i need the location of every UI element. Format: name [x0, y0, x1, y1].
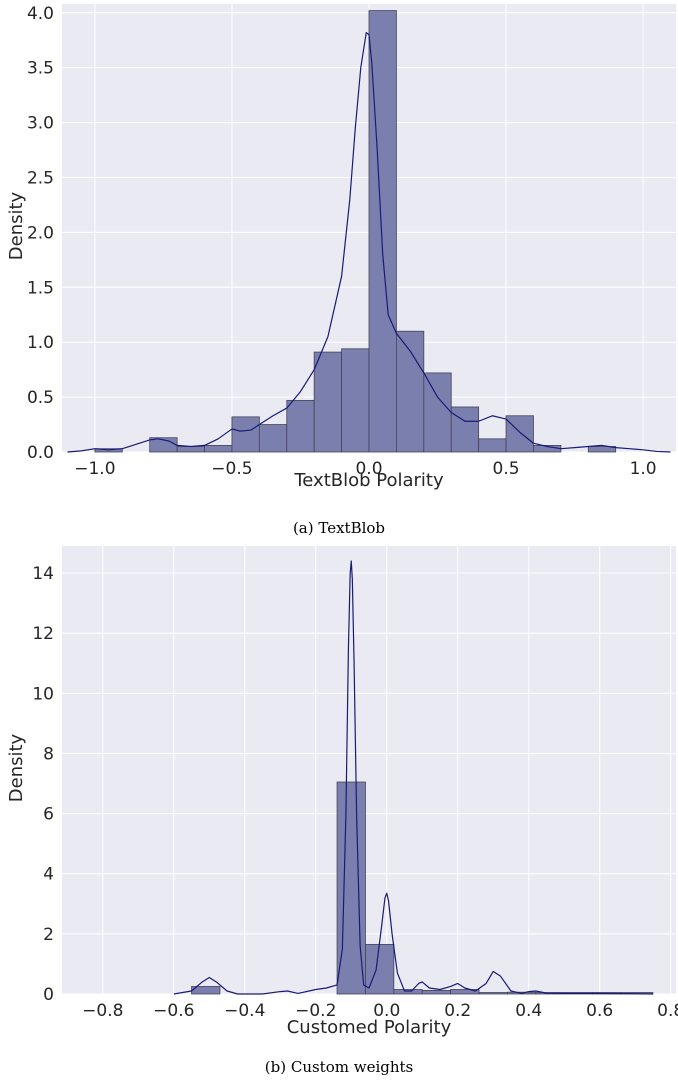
y-tick-label: 3.5: [27, 59, 54, 79]
y-axis-label: Density: [6, 733, 27, 802]
histogram-bar: [393, 989, 423, 995]
caption-a: (a) TextBlob: [292, 519, 386, 537]
y-tick-label: 2: [43, 925, 54, 945]
histogram-bar: [450, 989, 480, 995]
histogram-bar: [258, 424, 288, 453]
figure-a: 0.0 0.5 1.0 1.5 2.0 2.5 3.0 3.5 4.0 −1.0 −0.5 0.0 0.…: [0, 0, 678, 515]
histogram-bar: [478, 438, 507, 453]
y-tick-label: 3.0: [27, 114, 54, 134]
caption-b: (b) Custom weights: [264, 1058, 414, 1076]
y-tick-label: 0: [43, 985, 54, 1005]
x-tick-label: 0.0: [373, 1001, 400, 1021]
histogram-bar: [396, 330, 425, 453]
chart-a: 0.0 0.5 1.0 1.5 2.0 2.5 3.0 3.5 4.0 −1.0 −0.5 0.0 0.…: [6, 4, 676, 491]
x-tick-label: 0.5: [493, 459, 520, 479]
histogram-bar: [423, 372, 452, 453]
histogram-bar: [341, 348, 370, 453]
x-tick-label: 1.0: [630, 459, 657, 479]
y-tick-label: 1.5: [27, 278, 54, 298]
x-tick-label: −0.2: [295, 1001, 336, 1021]
y-tick-label: 4: [43, 865, 54, 885]
x-tick-label: 0.4: [515, 1001, 542, 1021]
y-tick-label: 2.5: [27, 168, 54, 188]
y-tick-label: 12: [32, 624, 54, 644]
x-tick-label: −0.4: [224, 1001, 265, 1021]
y-tick-label: 6: [43, 805, 54, 825]
x-tick-label: 0.8: [657, 1001, 678, 1021]
histogram-bar: [313, 351, 342, 453]
plot-area: [62, 546, 676, 994]
y-tick-label: 0.5: [27, 388, 54, 408]
y-tick-label: 2.0: [27, 223, 54, 243]
x-tick-label: 0.0: [355, 459, 382, 479]
y-axis-label: Density: [6, 191, 27, 260]
x-tick-label: 0.6: [586, 1001, 613, 1021]
x-tick-label: −1.0: [74, 459, 115, 479]
figure-b: 0 2 4 6 8 10 12 14 −0.8 −0.6 −0.4 −0.2 0.0 0.2 0.4 0.6 0…: [0, 535, 678, 1060]
x-tick-label: −0.8: [82, 1001, 123, 1021]
x-tick-label: −0.5: [211, 459, 252, 479]
x-axis-label: TextBlob Polarity: [293, 470, 444, 491]
x-tick-label: −0.6: [153, 1001, 194, 1021]
histogram-bar: [450, 406, 480, 453]
histogram-bar: [505, 415, 534, 453]
x-tick-label: 0.2: [444, 1001, 471, 1021]
kde-line: [173, 560, 653, 995]
y-tick-label: 10: [32, 684, 54, 704]
histogram-bar: [286, 399, 315, 453]
y-tick-label: 14: [32, 564, 54, 584]
y-tick-label: 8: [43, 744, 54, 764]
kde-line: [67, 31, 671, 453]
y-tick-label: 1.0: [27, 333, 54, 353]
histogram-bar: [204, 445, 233, 453]
y-tick-label: 0.0: [27, 443, 54, 463]
histogram-bar: [231, 416, 260, 453]
histogram-bar: [176, 446, 205, 453]
histogram-bar: [587, 446, 617, 453]
y-tick-label: 4.0: [27, 4, 54, 24]
histogram-bar: [478, 992, 508, 995]
histogram-bar: [421, 989, 452, 995]
chart-b: 0 2 4 6 8 10 12 14 −0.8 −0.6 −0.4 −0.2 0.0 0.2 0.4 0.6 0…: [6, 546, 678, 1038]
x-axis-label: Customed Polarity: [287, 1017, 452, 1038]
